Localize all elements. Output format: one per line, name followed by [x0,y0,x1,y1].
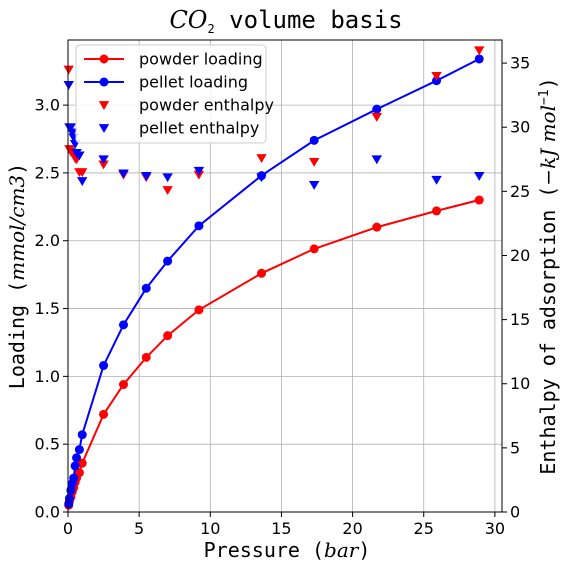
legend-marker [98,124,110,133]
data-point [74,468,84,478]
legend-label: powder loading [139,50,263,69]
legend-label: pellet loading [139,73,248,92]
data-point [431,72,442,81]
data-point [118,380,128,390]
legend-item: powder enthalpy [98,96,274,115]
data-point [372,222,382,232]
x-tick-label: 30 [485,519,505,538]
data-point [194,305,204,315]
legend-label: powder enthalpy [139,96,274,115]
data-point [163,331,173,341]
y2-tick-label: 10 [510,374,530,393]
data-point [74,445,84,455]
legend-item: powder loading [84,50,263,69]
legend-item: pellet enthalpy [98,119,259,138]
plot-frame [67,39,503,513]
y2-tick-label: 15 [510,310,530,329]
data-point [309,244,319,254]
x-tick-label: 25 [414,519,434,538]
data-point [77,168,88,178]
chart-title: CO2 volume basis [169,6,402,36]
y-axis-right: 0 5 10 15 20 25 30 35 [502,54,530,522]
data-point [118,169,129,179]
pellet-loading-series [64,54,484,509]
x-tick-label: 20 [342,519,362,538]
data-point [99,361,109,371]
x-tick-label: 15 [271,519,291,538]
data-point [64,493,74,503]
x-axis: 0 5 10 15 20 25 30 [63,512,505,538]
y-tick-label: 1.5 [35,299,60,318]
data-point [256,173,267,183]
y2-tick-label: 35 [510,54,530,73]
y-tick-label: 2.5 [35,163,60,182]
y-tick-label: 2.0 [35,231,60,250]
data-point [141,352,151,362]
data-point [118,320,128,330]
data-point [99,409,109,419]
data-point [309,135,319,145]
x-tick-label: 10 [200,519,220,538]
powder-loading-series [64,195,484,510]
data-point [72,453,82,463]
y2-tick-label: 5 [510,438,520,457]
data-point [474,195,484,205]
data-point [257,268,267,278]
y-axis-label: Loading (mmol/cm3) [5,163,29,389]
legend-label: pellet enthalpy [139,119,259,138]
legend-marker [98,101,110,110]
data-point [162,186,173,196]
data-point [372,104,382,114]
data-point [77,458,87,468]
y-axis-left: 0.0 0.5 1.0 1.5 2.0 2.5 3.0 [35,96,68,522]
y-tick-label: 3.0 [35,96,60,115]
y-tick-label: 0.5 [35,435,60,454]
data-point [371,113,382,122]
data-point [67,128,78,138]
y2-tick-label: 30 [510,118,530,137]
data-point [77,430,87,440]
y2-tick-label: 0 [510,503,520,522]
data-point [63,80,74,90]
data-point [141,172,152,181]
data-point [162,173,173,183]
data-point [474,46,485,56]
data-point [98,155,109,165]
data-point [308,181,320,190]
y2-tick-label: 20 [510,246,530,265]
data-point [308,157,320,167]
data-point [63,65,74,75]
data-point [193,166,205,176]
data-point [77,177,88,187]
data-point [66,485,76,495]
series-line [67,199,480,506]
legend-marker [99,54,109,64]
data-point [474,172,485,181]
grid [67,40,502,513]
data-point [256,154,267,163]
y2-axis-label: Enthalpy of adsorption (−kJ mol−1) [536,77,560,474]
data-point [98,160,109,170]
data-point [74,151,85,161]
data-point [432,206,442,216]
data-point [371,155,382,165]
y-tick-label: 1.0 [35,367,60,386]
data-point [474,54,484,64]
legend-marker [99,77,109,87]
x-tick-label: 0 [63,519,73,538]
data-point [431,175,442,185]
data-point [69,473,79,483]
data-point [141,283,151,293]
y2-tick-label: 25 [510,182,530,201]
legend-item: pellet loading [84,73,248,92]
y-tick-label: 0.0 [35,503,60,522]
legend-box [75,44,267,144]
legend: powder loading pellet loading powder entha… [75,44,274,144]
data-point [163,256,173,266]
x-axis-label: Pressure (bar) [204,538,371,562]
data-point [70,461,80,471]
data-point [194,221,204,231]
x-tick-label: 5 [134,519,144,538]
